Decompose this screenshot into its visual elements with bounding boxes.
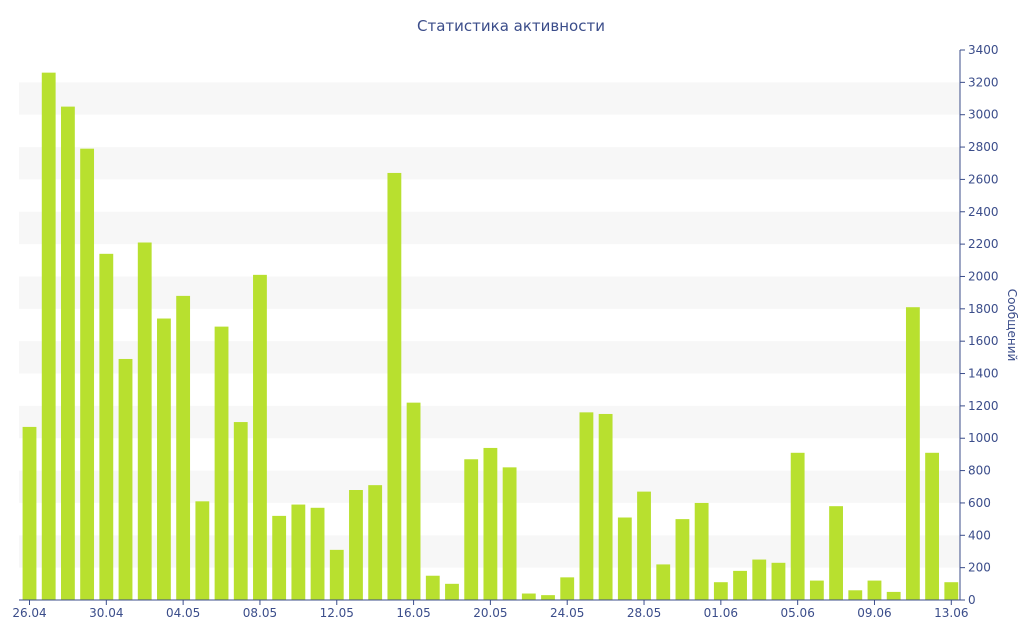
bar xyxy=(329,549,344,600)
bar xyxy=(790,452,805,600)
y-tick-label: 200 xyxy=(968,561,991,575)
x-tick-label: 13.06 xyxy=(934,606,968,620)
bar xyxy=(137,242,152,600)
y-tick-label: 3000 xyxy=(968,108,999,122)
y-axis-title: Сообщений xyxy=(1005,289,1019,362)
bar xyxy=(541,595,555,600)
y-tick-label: 1600 xyxy=(968,334,999,348)
grid-band xyxy=(19,211,960,245)
bars-group xyxy=(22,72,959,601)
bar xyxy=(713,582,728,600)
x-tick-label: 05.06 xyxy=(780,606,814,620)
bar xyxy=(195,501,210,600)
y-tick-label: 800 xyxy=(968,464,991,478)
bar xyxy=(176,295,191,600)
y-tick-label: 2600 xyxy=(968,172,999,186)
bar xyxy=(445,583,459,600)
bar xyxy=(291,504,306,600)
bar xyxy=(579,412,594,600)
bar xyxy=(944,582,959,600)
y-axis-ticks: 0 200 400 600 800 1000 1200 1400 1600 1800 2000 220… xyxy=(960,43,999,607)
bar xyxy=(771,562,786,600)
bar xyxy=(617,517,632,600)
grid-band xyxy=(19,405,960,439)
bar xyxy=(387,172,402,601)
bar xyxy=(41,72,56,601)
x-tick-label: 01.06 xyxy=(704,606,738,620)
bar xyxy=(60,106,75,600)
bar xyxy=(214,326,229,600)
bar xyxy=(464,459,479,600)
bar xyxy=(598,413,613,600)
bar xyxy=(521,593,536,600)
bar xyxy=(752,559,767,600)
bar xyxy=(310,507,325,600)
y-tick-label: 1800 xyxy=(968,302,999,316)
x-tick-label: 09.06 xyxy=(857,606,891,620)
bar xyxy=(694,502,709,600)
bar xyxy=(675,519,690,600)
bar xyxy=(118,358,133,600)
bar xyxy=(905,307,920,600)
y-tick-label: 3200 xyxy=(968,75,999,89)
y-tick-label: 400 xyxy=(968,528,991,542)
bar xyxy=(886,591,901,600)
bar xyxy=(809,580,824,600)
grid-band xyxy=(19,147,960,180)
bar xyxy=(848,590,863,600)
x-tick-label: 28.05 xyxy=(627,606,661,620)
bar xyxy=(425,575,440,600)
bar xyxy=(925,452,940,600)
bar xyxy=(22,426,37,600)
grid-band xyxy=(19,82,960,115)
y-tick-label: 1200 xyxy=(968,399,999,413)
y-tick-label: 600 xyxy=(968,496,991,510)
bar xyxy=(733,570,747,600)
bar xyxy=(483,447,498,600)
bar xyxy=(80,148,95,601)
bar xyxy=(272,515,287,600)
bar xyxy=(502,467,517,600)
y-tick-label: 2000 xyxy=(968,269,999,283)
bar xyxy=(829,506,843,600)
x-tick-label: 20.05 xyxy=(473,606,507,620)
bar xyxy=(368,485,383,600)
grid-band xyxy=(19,341,960,374)
chart-title: Статистика активности xyxy=(417,17,605,35)
y-tick-label: 2200 xyxy=(968,237,999,251)
bar xyxy=(637,491,651,600)
bar xyxy=(867,580,882,600)
y-tick-label: 2800 xyxy=(968,140,999,154)
bar xyxy=(349,490,363,600)
bar xyxy=(157,318,171,600)
y-tick-label: 1000 xyxy=(968,431,999,445)
x-tick-label: 04.05 xyxy=(166,606,200,620)
bar xyxy=(99,253,114,600)
bar xyxy=(560,577,575,600)
grid-band xyxy=(19,276,960,309)
x-tick-label: 26.04 xyxy=(12,606,46,620)
bar xyxy=(253,274,267,600)
x-tick-label: 12.05 xyxy=(320,606,354,620)
x-axis-ticks: 26.04 30.04 04.05 08.05 12.05 16.05 20.05 24.05… xyxy=(12,600,968,620)
x-tick-label: 24.05 xyxy=(550,606,584,620)
y-tick-label: 1400 xyxy=(968,367,999,381)
x-tick-label: 30.04 xyxy=(89,606,123,620)
bar xyxy=(233,422,248,600)
x-tick-label: 08.05 xyxy=(243,606,277,620)
y-tick-label: 3400 xyxy=(968,43,999,57)
y-tick-label: 0 xyxy=(968,593,976,607)
y-tick-label: 2400 xyxy=(968,205,999,219)
x-tick-label: 16.05 xyxy=(396,606,430,620)
bar xyxy=(656,564,671,600)
bar xyxy=(406,402,421,600)
